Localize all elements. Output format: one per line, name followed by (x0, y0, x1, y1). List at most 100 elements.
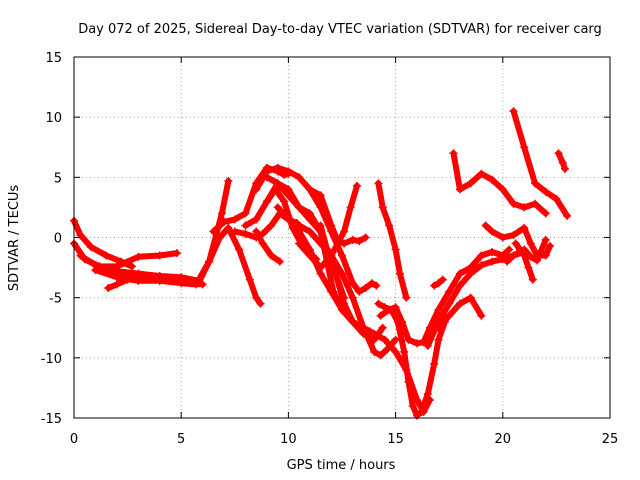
data-point (520, 203, 529, 212)
data-point (284, 215, 293, 224)
data-point (215, 233, 224, 242)
series-sat-f (104, 273, 154, 293)
data-point (434, 305, 443, 314)
data-point (80, 255, 89, 264)
x-tick-label: 25 (602, 432, 619, 447)
data-point (348, 293, 357, 302)
data-point (87, 243, 96, 252)
series-sat-ae (554, 149, 569, 173)
x-axis-label: GPS time / hours (287, 458, 396, 473)
data-point (220, 217, 229, 226)
data-point (477, 311, 486, 320)
data-point (322, 245, 331, 254)
series-line (195, 224, 264, 307)
data-point (378, 323, 387, 332)
data-point (275, 257, 284, 266)
x-tick-label: 0 (70, 432, 78, 447)
data-point (372, 281, 381, 290)
data-point (374, 179, 383, 188)
x-tick-label: 15 (387, 432, 404, 447)
data-point (509, 251, 518, 260)
data-point (348, 235, 357, 244)
data-point (76, 231, 85, 240)
data-point (520, 143, 529, 152)
data-point (338, 251, 346, 260)
series-sat-y (430, 275, 447, 290)
data-point (445, 311, 454, 320)
data-point (520, 223, 529, 232)
data-point (438, 275, 447, 284)
data-point (205, 257, 214, 266)
data-point (230, 215, 239, 224)
data-point (331, 269, 340, 278)
data-point (477, 169, 486, 178)
data-point (434, 323, 443, 332)
data-point (449, 149, 458, 158)
series-sat-x (434, 293, 486, 332)
data-point (355, 287, 364, 296)
data-series-layer (70, 107, 572, 420)
y-tick-label: -15 (41, 412, 62, 427)
data-point (333, 237, 342, 246)
data-point (554, 149, 563, 158)
data-point (267, 251, 276, 260)
data-point (391, 303, 400, 312)
data-point (503, 257, 512, 266)
data-point (241, 209, 250, 218)
data-point (505, 245, 514, 254)
y-axis-label: SDTVAR / TECUs (7, 185, 22, 292)
data-point (466, 179, 475, 188)
data-point (498, 233, 507, 242)
data-point (541, 209, 550, 218)
data-point (404, 377, 413, 386)
data-point (316, 191, 325, 200)
data-point (400, 347, 409, 356)
data-point (340, 239, 349, 248)
data-point (305, 227, 314, 236)
data-point (520, 251, 529, 260)
data-point (252, 215, 261, 224)
data-point (102, 251, 111, 260)
data-point (541, 235, 550, 244)
data-point (361, 233, 370, 242)
x-tick-label: 10 (280, 432, 297, 447)
data-point (455, 299, 464, 308)
data-point (305, 209, 314, 218)
data-point (530, 199, 539, 208)
data-point (488, 175, 497, 184)
data-point (558, 158, 567, 167)
series-sat-r (305, 185, 370, 248)
data-point (466, 293, 475, 302)
series-sat-ac (509, 107, 572, 220)
data-point (267, 221, 276, 230)
data-point (127, 262, 136, 271)
data-point (327, 287, 336, 296)
data-point (104, 284, 113, 293)
series-sat-t (374, 179, 411, 302)
data-point (511, 239, 520, 248)
data-point (466, 269, 475, 278)
data-point (552, 194, 561, 203)
data-point (445, 299, 454, 308)
data-point (545, 241, 554, 250)
data-point (262, 197, 271, 206)
data-point (177, 279, 186, 288)
data-point (295, 221, 304, 230)
y-tick-label: -10 (41, 352, 62, 367)
x-tick-label: 5 (177, 432, 185, 447)
series-line (253, 228, 283, 265)
data-point (241, 221, 250, 230)
y-tick-label: 15 (45, 51, 62, 66)
series-line (375, 180, 410, 301)
data-point (252, 185, 261, 194)
x-tick-label: 20 (495, 432, 512, 447)
data-point (434, 335, 443, 344)
data-point (541, 187, 550, 196)
data-point (423, 341, 432, 350)
data-point (348, 317, 357, 326)
data-point (408, 401, 417, 410)
data-point (385, 221, 394, 230)
data-point (155, 251, 164, 260)
data-point (376, 351, 385, 360)
